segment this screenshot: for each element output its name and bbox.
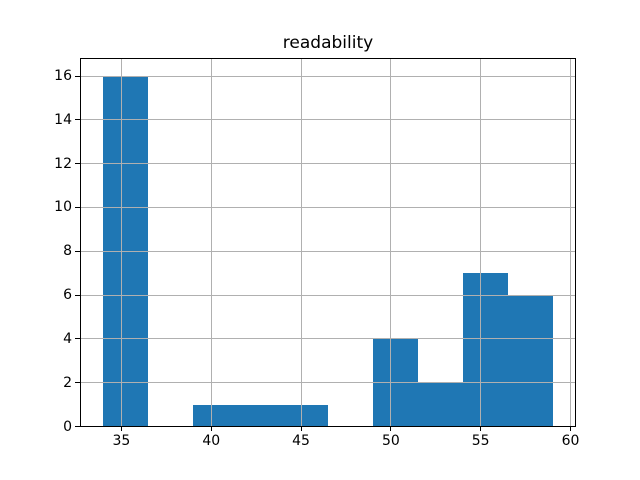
histogram-bar [193, 404, 239, 427]
x-tick-label: 55 [471, 433, 490, 449]
x-tick [390, 427, 392, 431]
y-tick [75, 426, 80, 427]
gridline-y [81, 75, 575, 77]
y-tick-label: 4 [63, 330, 72, 347]
gridline-x [120, 58, 122, 426]
y-tick [75, 75, 80, 77]
plot-area: 35 40 45 50 55 60 0 2 4 6 8 10 12 14 16 [54, 57, 579, 448]
histogram-bar [283, 404, 328, 427]
chart-title: readability [282, 33, 374, 53]
gridline-y [81, 119, 575, 121]
x-tick [480, 427, 482, 431]
x-tick [210, 427, 212, 431]
y-tick-label: 0 [63, 418, 72, 435]
x-tick [120, 427, 122, 431]
y-tick [75, 294, 80, 296]
histogram-bar [507, 295, 553, 427]
x-tick-label: 45 [292, 433, 310, 449]
y-tick [75, 382, 80, 384]
x-tick-label: 60 [561, 433, 580, 449]
gridline-y [81, 338, 575, 340]
y-tick [75, 338, 80, 340]
y-tick-label: 12 [54, 155, 72, 172]
gridline-y [81, 382, 575, 384]
gridline-x [390, 58, 392, 426]
y-tick-label: 14 [54, 111, 72, 128]
y-tick [75, 163, 80, 165]
y-tick-label: 16 [54, 68, 72, 85]
y-tick-label: 10 [54, 199, 72, 216]
y-tick-label: 6 [63, 287, 72, 304]
gridline-x [210, 58, 212, 426]
x-tick-label: 40 [202, 433, 221, 449]
x-tick [300, 427, 302, 431]
x-tick-label: 35 [112, 433, 131, 449]
y-tick [75, 206, 80, 208]
gridline-y [81, 294, 575, 296]
y-tick-label: 2 [63, 374, 72, 391]
y-tick [75, 250, 80, 252]
y-tick-label: 8 [63, 243, 72, 260]
y-tick [75, 119, 80, 121]
histogram-bar [417, 382, 463, 427]
gridline-y [81, 250, 575, 252]
x-tick-label: 50 [381, 433, 400, 449]
x-tick [570, 427, 571, 431]
gridline-x [570, 58, 571, 426]
gridline-y [81, 206, 575, 208]
gridline-y [81, 163, 575, 165]
histogram-bar [462, 273, 508, 427]
histogram-bar [238, 404, 284, 427]
gridline-x [300, 58, 302, 426]
gridline-x [480, 58, 482, 426]
